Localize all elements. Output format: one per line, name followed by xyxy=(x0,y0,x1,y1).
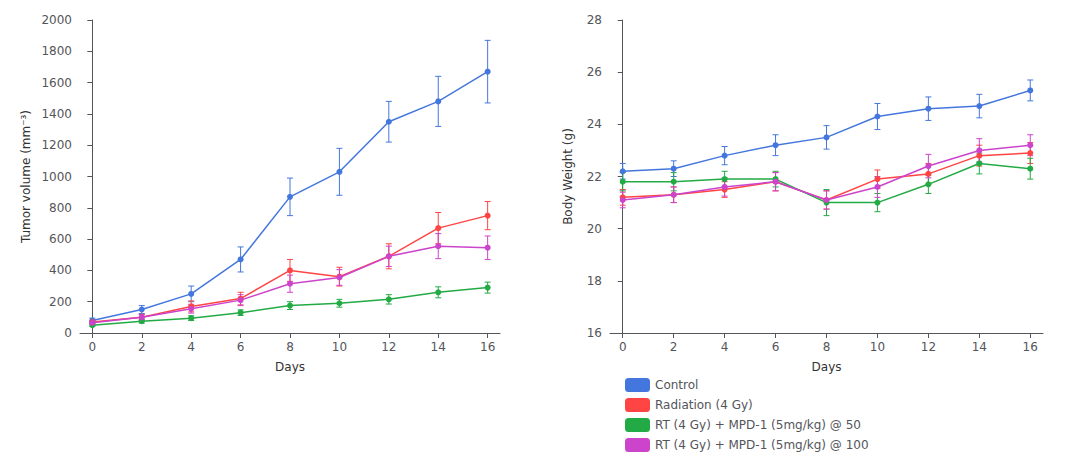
svg-text:800: 800 xyxy=(49,201,72,215)
svg-text:28: 28 xyxy=(587,13,602,27)
svg-text:8: 8 xyxy=(286,340,294,354)
svg-text:Days: Days xyxy=(812,360,842,374)
svg-text:14: 14 xyxy=(431,340,446,354)
svg-text:RT (4 Gy) + MPD-1 (5mg/kg) @ 5: RT (4 Gy) + MPD-1 (5mg/kg) @ 50 xyxy=(655,418,861,432)
svg-text:10: 10 xyxy=(332,340,347,354)
svg-text:14: 14 xyxy=(972,340,987,354)
svg-text:200: 200 xyxy=(49,295,72,309)
svg-text:600: 600 xyxy=(49,232,72,246)
svg-text:2: 2 xyxy=(670,340,678,354)
svg-text:1400: 1400 xyxy=(41,107,72,121)
svg-text:4: 4 xyxy=(721,340,729,354)
svg-text:2: 2 xyxy=(138,340,146,354)
svg-text:4: 4 xyxy=(187,340,195,354)
svg-text:Body Weight (g): Body Weight (g) xyxy=(561,128,575,225)
svg-text:0: 0 xyxy=(89,340,97,354)
svg-text:6: 6 xyxy=(772,340,780,354)
svg-text:Control: Control xyxy=(655,378,698,392)
svg-text:RT (4 Gy) + MPD-1 (5mg/kg) @ 1: RT (4 Gy) + MPD-1 (5mg/kg) @ 100 xyxy=(655,438,869,452)
svg-text:1600: 1600 xyxy=(41,76,72,90)
svg-text:18: 18 xyxy=(587,274,602,288)
svg-text:20: 20 xyxy=(587,222,602,236)
svg-text:8: 8 xyxy=(823,340,831,354)
svg-text:16: 16 xyxy=(1023,340,1038,354)
svg-text:1000: 1000 xyxy=(41,170,72,184)
svg-text:Tumor volume (mm⁻³): Tumor volume (mm⁻³) xyxy=(19,110,33,244)
svg-text:2000: 2000 xyxy=(41,13,72,27)
svg-text:Radiation (4 Gy): Radiation (4 Gy) xyxy=(655,398,753,412)
svg-text:26: 26 xyxy=(587,65,602,79)
svg-text:1200: 1200 xyxy=(41,138,72,152)
svg-text:10: 10 xyxy=(870,340,885,354)
svg-text:12: 12 xyxy=(921,340,936,354)
svg-text:6: 6 xyxy=(237,340,245,354)
svg-text:24: 24 xyxy=(587,117,602,131)
svg-text:16: 16 xyxy=(587,326,602,340)
svg-text:22: 22 xyxy=(587,170,602,184)
svg-text:12: 12 xyxy=(381,340,396,354)
svg-text:0: 0 xyxy=(619,340,627,354)
svg-text:Days: Days xyxy=(275,360,305,374)
svg-text:16: 16 xyxy=(480,340,495,354)
svg-text:0: 0 xyxy=(64,326,72,340)
svg-text:1800: 1800 xyxy=(41,44,72,58)
svg-text:400: 400 xyxy=(49,263,72,277)
